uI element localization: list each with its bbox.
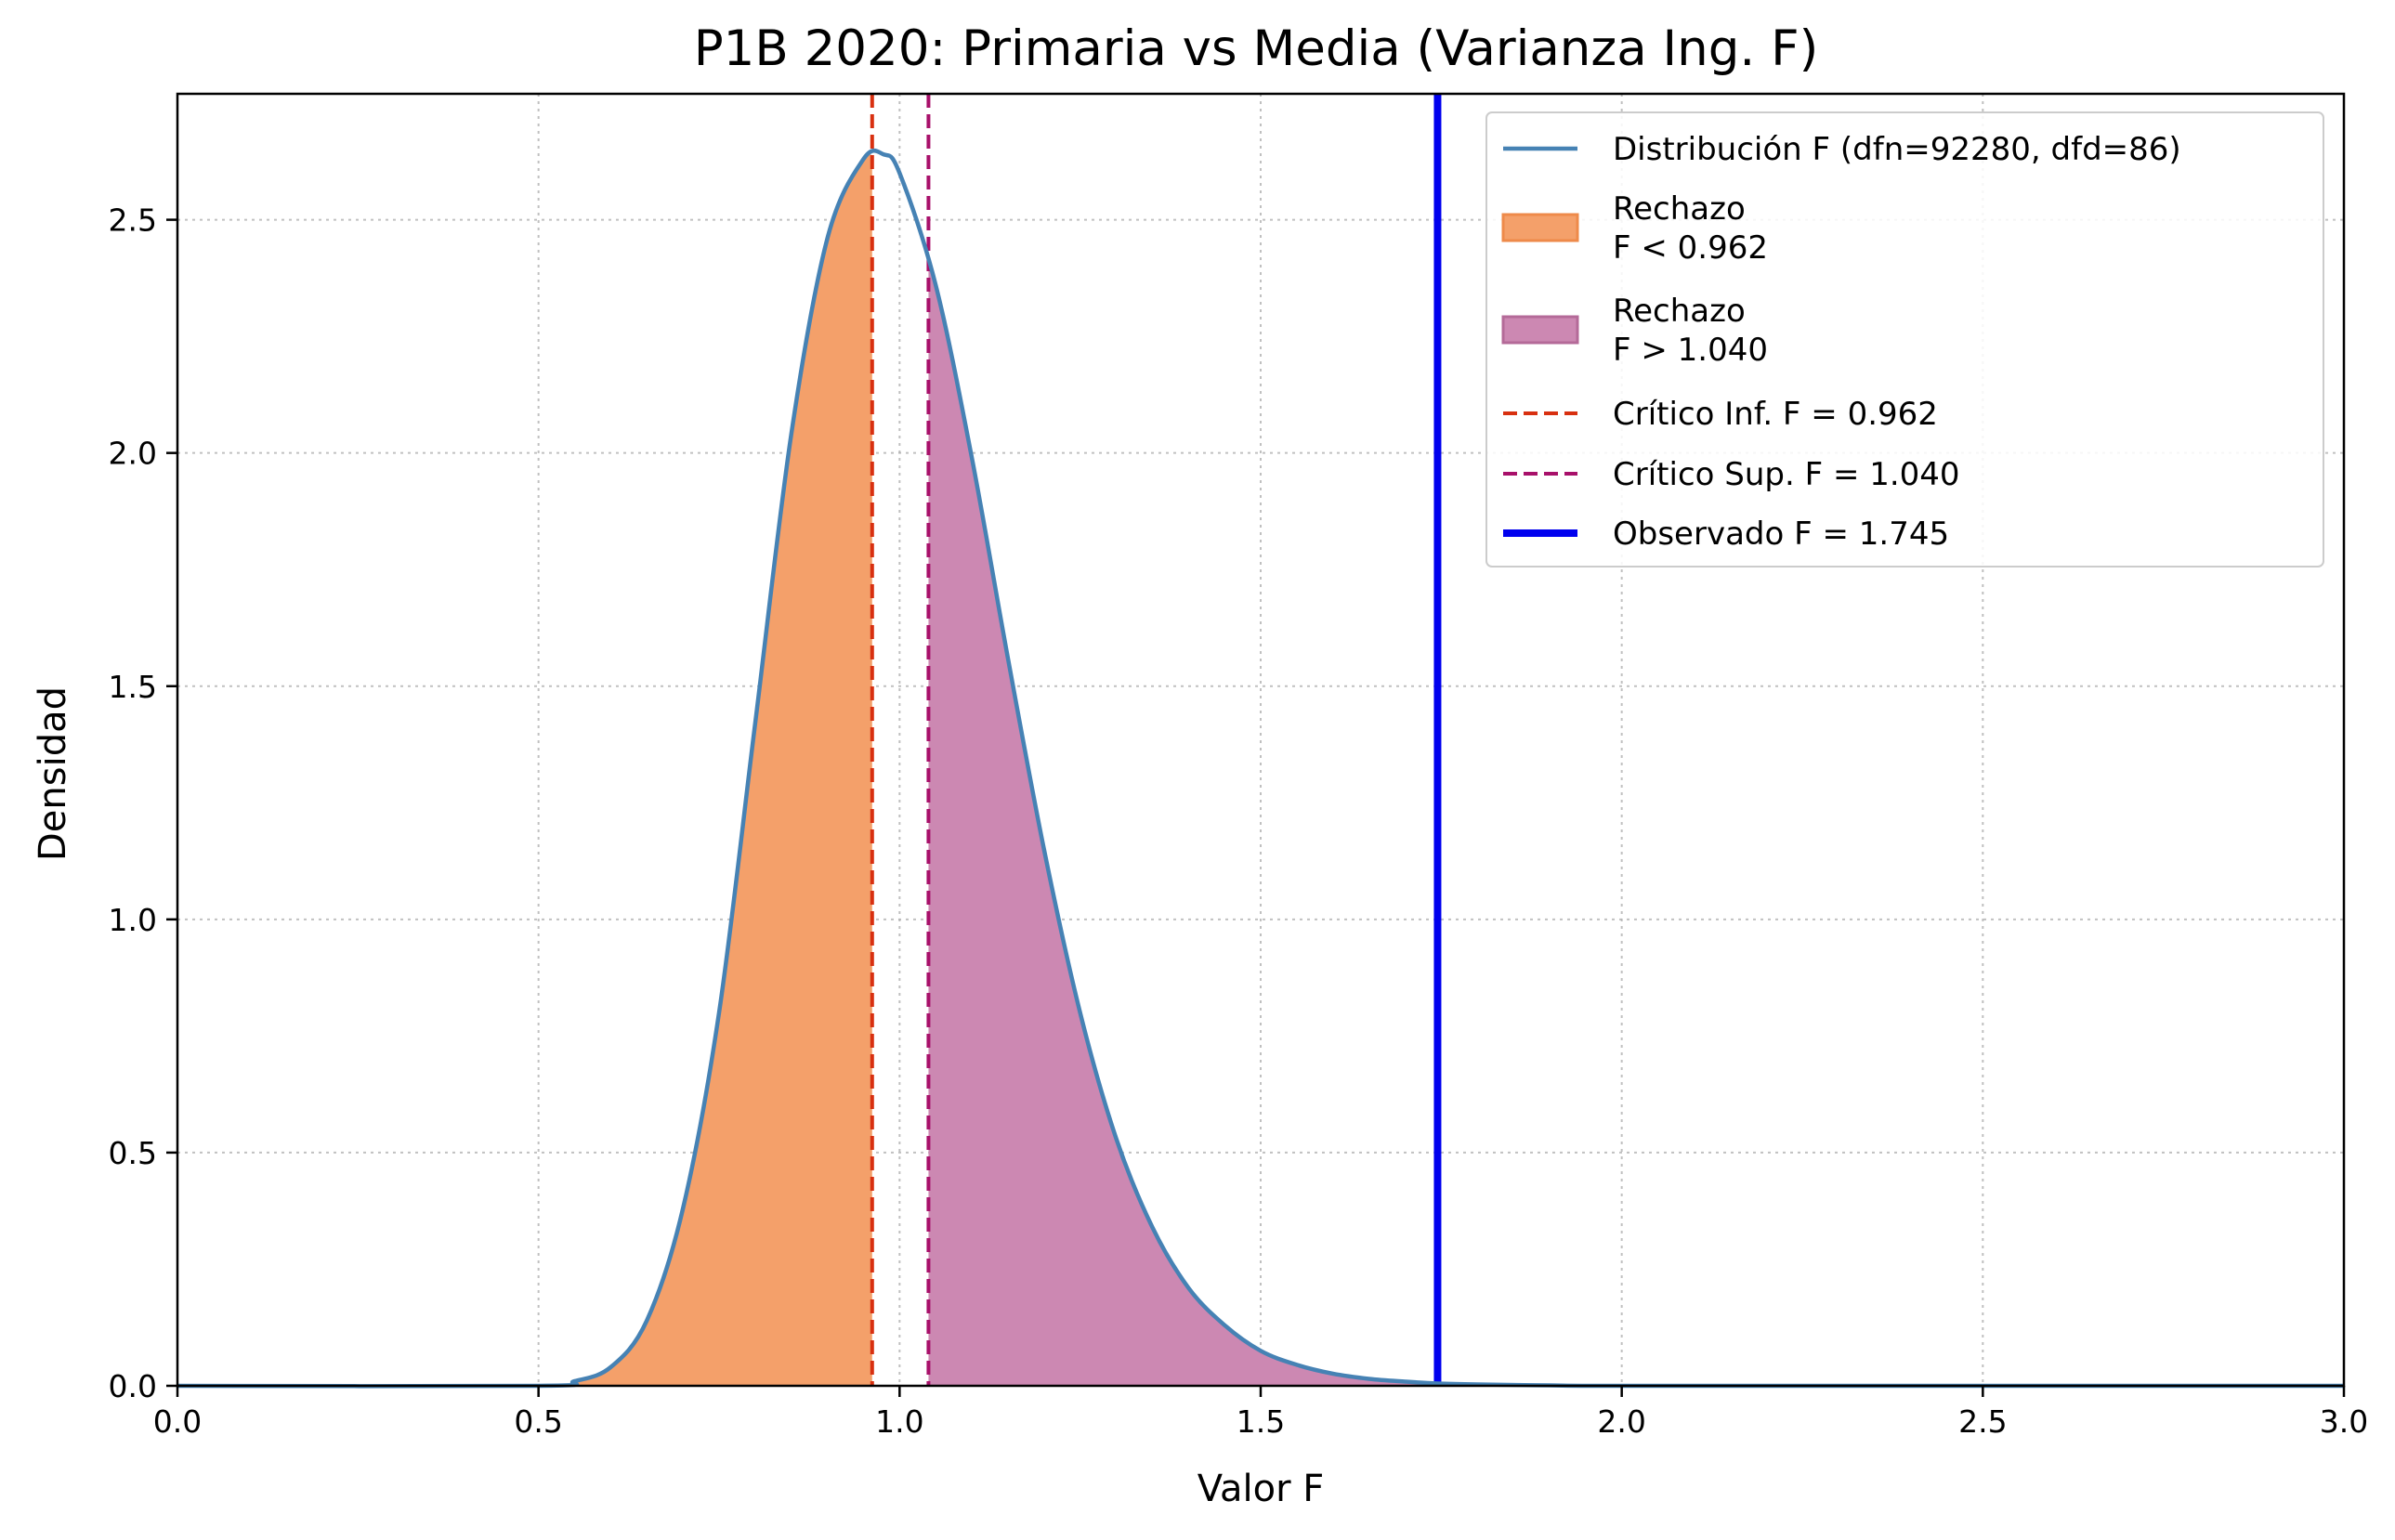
y-tick-label: 2.0 [109,436,157,472]
legend-label: Rechazo F < 0.962 [1613,190,1768,267]
legend-label: Crítico Inf. F = 0.962 [1613,396,1938,433]
y-tick-label: 0.5 [109,1135,157,1171]
x-axis-label: Valor F [1198,1468,1325,1510]
legend-label: Rechazo F > 1.040 [1613,293,1768,369]
y-axis-label: Densidad [32,686,74,861]
legend: Distribución F (dfn=92280, dfd=86) Rechaz… [1485,111,2324,568]
axes-layer: 0.0 0.5 1.0 1.5 2.0 2.5 3.0 0.0 0.5 1.0 1.5 2.0 2.5 [109,92,2368,1440]
legend-label-line: Rechazo [1613,190,1746,228]
x-tick-label: 2.0 [1597,1403,1645,1440]
x-tick-label: 3.0 [2320,1403,2368,1440]
legend-swatch [1501,315,1579,345]
legend-item-observed: Observado F = 1.745 [1503,516,1949,553]
y-tick-label: 2.5 [109,202,157,239]
legend-label: Observado F = 1.745 [1613,516,1949,553]
density-curve [177,148,2344,1389]
y-tick-label: 1.5 [109,669,157,705]
legend-box [1485,111,2324,568]
chart-title: P1B 2020: Primaria vs Media (Varianza In… [694,20,1819,77]
legend-label-line: Observado F = 1.745 [1613,516,1949,553]
rejection-region-lower [177,152,872,1387]
legend-label: Crítico Sup. F = 1.040 [1613,456,1960,493]
x-tick-label: 1.5 [1237,1403,1285,1440]
legend-label-line: Rechazo [1613,293,1746,330]
rejection-region-upper [928,262,2345,1387]
fill-layer [177,152,2345,1387]
legend-item-critical-lower: Crítico Inf. F = 0.962 [1503,396,1938,433]
legend-item-curve: Distribución F (dfn=92280, dfd=86) [1503,131,2181,168]
x-tick-label: 0.0 [153,1403,202,1440]
legend-label-line: F > 1.040 [1613,332,1768,369]
legend-label-line: Distribución F (dfn=92280, dfd=86) [1613,131,2181,168]
legend-item-upper-region: Rechazo F > 1.040 [1501,293,1768,369]
vline-layer [870,94,1442,1386]
legend-label-line: Crítico Sup. F = 1.040 [1613,456,1960,493]
x-tick-label: 2.5 [1958,1403,2007,1440]
y-tick-label: 0.0 [109,1368,157,1404]
legend-swatch [1501,213,1579,242]
y-tick-label: 1.0 [109,902,157,938]
legend-item-lower-region: Rechazo F < 0.962 [1501,190,1768,267]
legend-item-critical-upper: Crítico Sup. F = 1.040 [1503,456,1960,493]
legend-label-line: F < 0.962 [1613,229,1768,267]
legend-label: Distribución F (dfn=92280, dfd=86) [1613,131,2181,168]
x-tick-label: 1.0 [875,1403,923,1440]
curve-layer [177,148,2344,1389]
legend-label-line: Crítico Inf. F = 0.962 [1613,396,1938,433]
x-tick-label: 0.5 [514,1403,562,1440]
